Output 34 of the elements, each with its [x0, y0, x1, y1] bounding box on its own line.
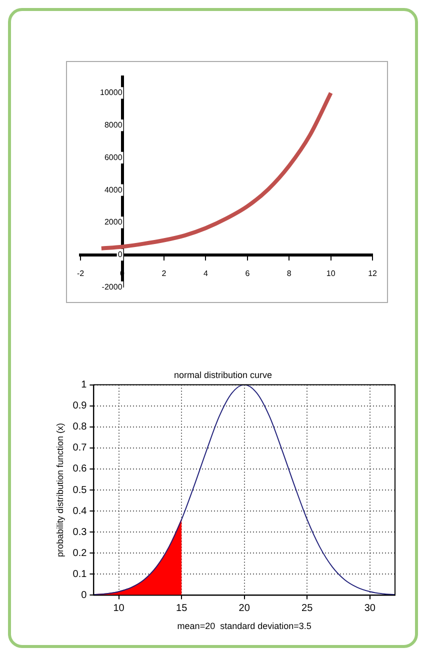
- x-tick-label: 4: [203, 268, 208, 278]
- y-tick-label: 0: [81, 590, 88, 601]
- y-tick-label: 0: [118, 250, 123, 260]
- x-tick-label: 20: [238, 602, 250, 614]
- x-tick-label: -2: [76, 268, 85, 278]
- y-tick-label: 0.5: [72, 484, 88, 496]
- x-tick-label: 10: [326, 268, 336, 278]
- y-tick-label: 4000: [104, 185, 123, 194]
- y-tick-label: 0.1: [72, 568, 88, 580]
- y-tick-label: 10000: [100, 88, 123, 98]
- y-tick-label: 0.4: [72, 506, 88, 517]
- x-tick-label: 8: [286, 268, 292, 278]
- x-tick-label: 10: [113, 602, 125, 614]
- y-tick-label: 0.8: [72, 422, 88, 433]
- y-tick-label: 0.6: [72, 464, 88, 475]
- x-tick-label: 30: [364, 602, 376, 614]
- y-tick-label: 2000: [104, 218, 123, 227]
- x-tick-label: 25: [302, 602, 314, 614]
- chart-title: normal distribution curve: [174, 370, 272, 380]
- y-tick-label: 0.9: [72, 400, 88, 412]
- y-tick-label: 0.7: [72, 442, 88, 454]
- y-tick-label: -2000: [102, 282, 123, 292]
- x-tick-label: 15: [176, 602, 188, 614]
- x-tick-label: 12: [368, 268, 378, 278]
- x-tick-label: 6: [245, 268, 250, 278]
- x-tick-label: 2: [162, 268, 167, 278]
- y-axis-title: probability distribution function (x): [54, 422, 65, 558]
- y-tick-label: 1: [81, 380, 88, 391]
- y-tick-label: 0.2: [72, 548, 88, 559]
- y-tick-label: 6000: [104, 152, 123, 162]
- y-tick-label: 8000: [104, 120, 123, 130]
- y-tick-label: 0.3: [72, 526, 88, 538]
- x-axis-title: mean=20 standard deviation=3.5: [177, 621, 312, 632]
- line-series: [99, 90, 333, 250]
